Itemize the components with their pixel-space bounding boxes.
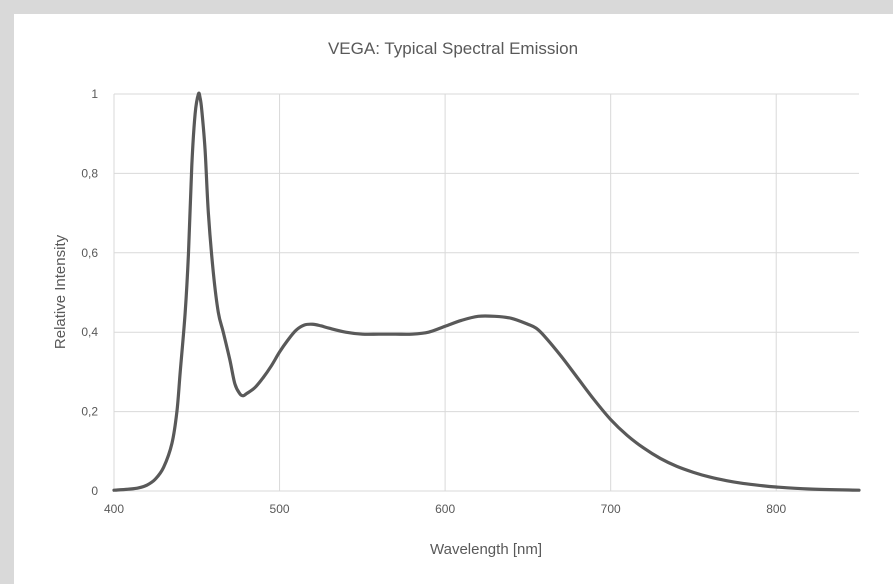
series-layer (112, 91, 861, 492)
y-tick-label: 0 (91, 484, 98, 498)
y-tick-label: 0,4 (81, 325, 98, 339)
tick-labels: 0 0,2 0,4 0,6 0,8 1 400 500 600 700 800 (81, 87, 786, 516)
x-tick-label: 800 (766, 502, 786, 516)
spectral-emission-chart: 0 0,2 0,4 0,6 0,8 1 400 500 600 700 800 VEGA: Typi… (52, 39, 861, 558)
y-tick-label: 0,6 (81, 246, 98, 260)
spectral-emission-line (112, 91, 861, 492)
x-axis-title: Wavelength [nm] (430, 541, 542, 558)
y-tick-label: 1 (91, 87, 98, 101)
gridlines (113, 93, 859, 492)
y-tick-label: 0,8 (81, 166, 98, 180)
y-tick-label: 0,2 (81, 405, 98, 419)
x-tick-label: 600 (435, 502, 455, 516)
y-axis-title: Relative Intensity (52, 234, 69, 349)
x-tick-label: 400 (104, 502, 124, 516)
chart-area: 0 0,2 0,4 0,6 0,8 1 400 500 600 700 800 VEGA: Typi… (14, 14, 893, 584)
x-tick-label: 700 (601, 502, 621, 516)
x-tick-label: 500 (270, 502, 290, 516)
chart-title: VEGA: Typical Spectral Emission (328, 39, 578, 58)
